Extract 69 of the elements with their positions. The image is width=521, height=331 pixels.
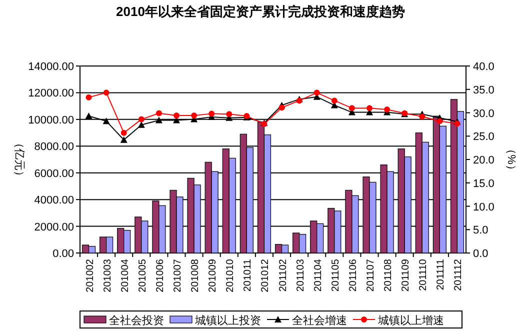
y-tick-label: 4000.00 [34,194,74,207]
y-tick-label: 8000.00 [34,141,74,154]
x-tick-label: 201012 [260,258,272,292]
y2-tick-label: 5.0 [473,224,488,237]
x-tick-label: 201102 [278,258,289,292]
x-tick-label: 201106 [348,258,359,292]
point [226,111,232,118]
point [156,110,162,116]
legend-label: 城镇以上增速 [377,314,444,327]
y2-tick-label: 40.0 [473,61,494,73]
x-tick-label: 201007 [172,258,184,292]
x-tick-label: 201104 [312,258,324,292]
point [86,94,92,100]
y-tick-label: 10000.00 [28,114,74,126]
point [436,118,443,124]
x-tick-label: 201010 [225,258,236,292]
y-tick-label: 6000.00 [34,168,74,180]
point [120,130,127,136]
y2-tick-label: 35.0 [473,84,494,96]
point [278,104,285,111]
y2-tick-label: 20.0 [473,154,494,166]
y-tick-label: 0.00 [52,248,74,260]
point [419,113,426,120]
x-tick-label: 201008 [190,258,202,292]
x-tick-label: 201011 [242,258,254,292]
x-tick-label: 201108 [383,258,394,292]
y2-tick-label: 30.0 [473,108,494,120]
point [208,110,215,117]
point [155,116,162,124]
point [103,90,110,96]
point [348,105,355,112]
y2-tick-label: 10.0 [473,201,494,214]
x-tick-label: 201111 [436,258,447,290]
y-tick-label: 2000.00 [34,221,74,234]
y2-axis-title: （%） [505,144,517,176]
point [138,121,145,128]
x-tick-label: 201110 [418,258,430,291]
point [138,116,144,122]
x-tick-label: 201009 [208,258,219,292]
chart-title: 2010年以来全省固定资产累计完成投资和速度趋势 [116,4,405,19]
y2-tick-label: 0.0 [473,248,488,260]
x-tick-label: 201109 [400,258,412,292]
x-tick-label: 201112 [453,258,464,291]
point [191,112,198,119]
x-tick-label: 201005 [137,258,148,292]
legend-label: 全社会投资 [109,314,164,327]
point [454,120,460,127]
y2-tick-label: 25.0 [473,131,494,144]
y-tick-label: 12000.00 [28,88,74,100]
point [102,118,110,124]
x-tick-label: 201004 [120,258,131,292]
point [366,105,372,112]
point [120,136,128,143]
x-tick-label: 201006 [154,258,166,292]
y-tick-label: 14000.00 [28,61,74,73]
x-tick-label: 201003 [102,258,114,292]
point [85,112,92,120]
x-tick-label: 201103 [295,258,306,292]
y2-tick-label: 15.0 [473,178,494,190]
x-tick-label: 201002 [84,258,96,292]
point [331,98,338,104]
point [174,112,180,119]
x-tick-label: 201107 [366,258,376,292]
x-tick-label: 201105 [330,258,342,292]
legend-label: 全社会增速 [292,314,347,327]
legend-label: 城镇以上投资 [194,314,261,327]
point [384,106,390,112]
point [314,90,320,96]
y-axis-title: （亿元） [13,138,25,182]
